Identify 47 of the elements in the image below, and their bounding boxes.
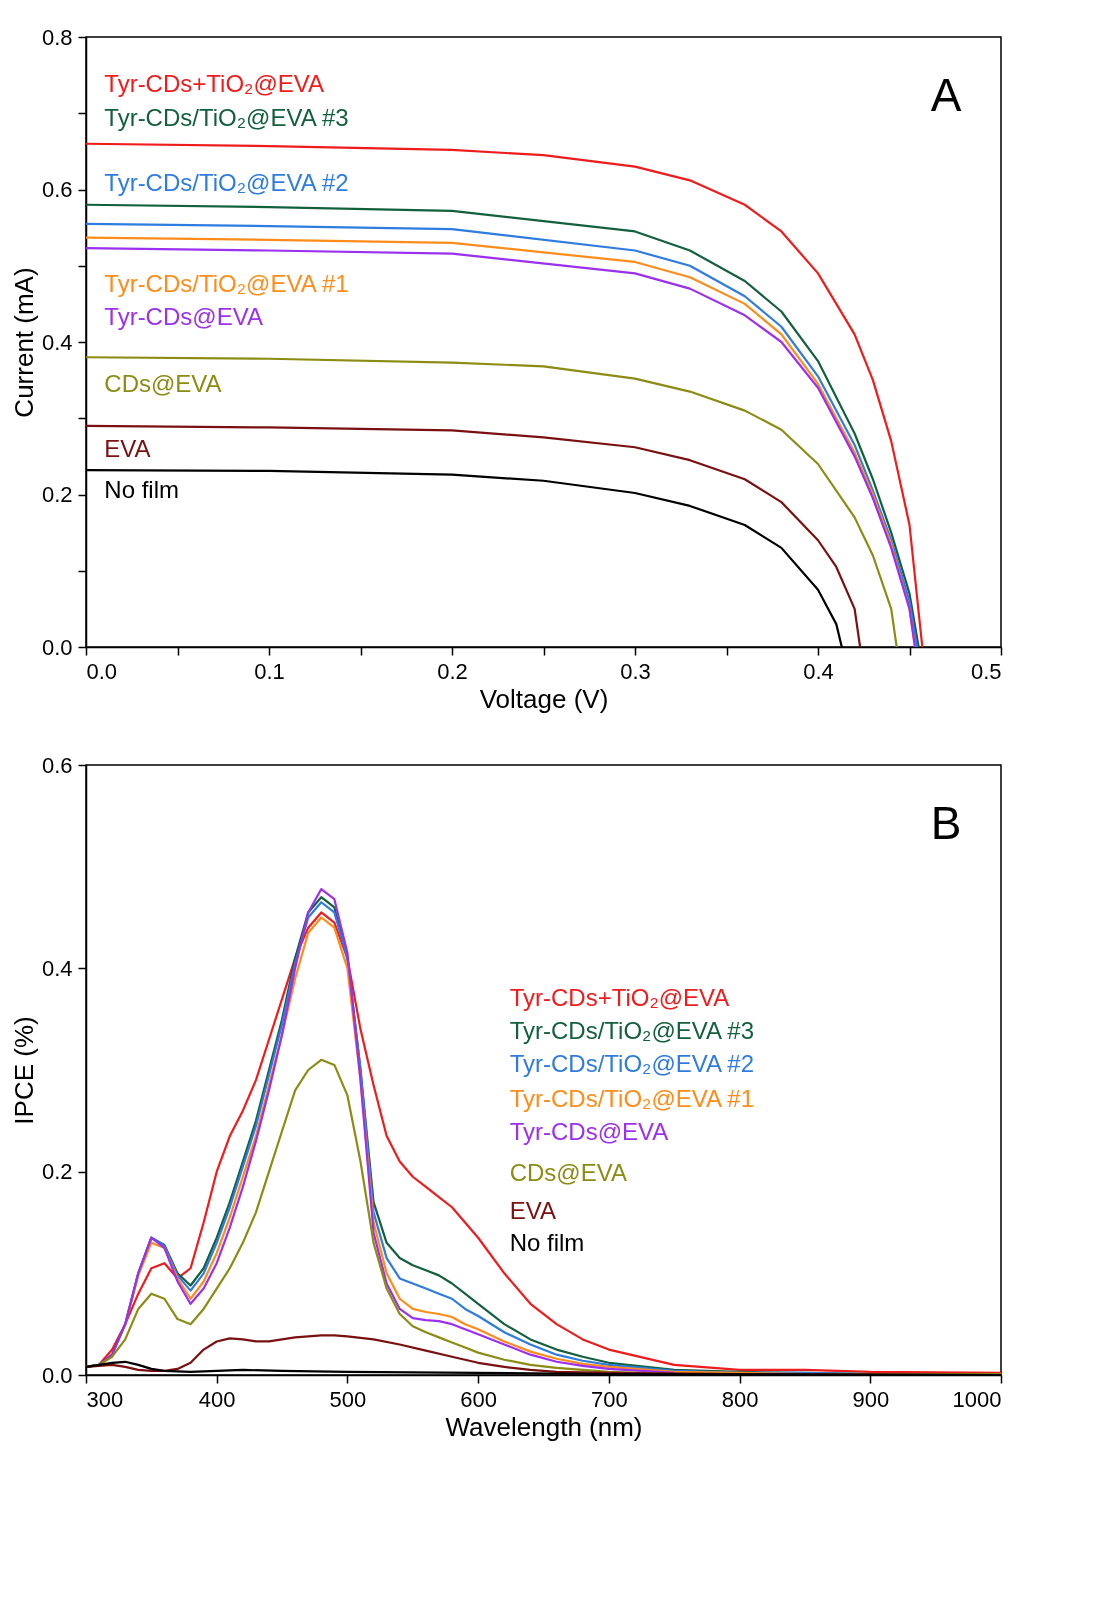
x-tick-label: 0.1 [254, 658, 285, 684]
x-tick-label: 800 [721, 1386, 759, 1412]
x-tick-label: 0.5 [970, 658, 1002, 684]
y-tick-label: 0.8 [41, 24, 73, 50]
x-tick-label: 300 [86, 1386, 124, 1412]
x-tick-label: 900 [852, 1386, 890, 1412]
x-tick-label: 600 [460, 1386, 497, 1412]
series-label: Tyr-CDs/TiO₂@EVA #1 [104, 270, 349, 298]
x-tick-label: 0.4 [803, 658, 834, 684]
text: Tyr-CDs@EVA [104, 303, 263, 331]
y-tick-label: 0.6 [41, 177, 73, 202]
series-label: EVA [104, 434, 151, 462]
y-axis-title: Current (mA) [8, 267, 39, 418]
x-tick-label: 400 [198, 1386, 236, 1412]
y-tick-label: 0.2 [41, 1159, 73, 1185]
x-tick-label: 500 [329, 1386, 367, 1412]
y-tick-label: 0.2 [41, 482, 73, 507]
text: CDs@EVA [509, 1158, 627, 1186]
x-axis-title: Wavelength (nm) [445, 1411, 643, 1442]
series-label: Tyr-CDs+TiO₂@EVA [104, 70, 324, 98]
y-tick-label: 0.0 [41, 1362, 73, 1388]
y-tick-label: 0.6 [41, 752, 73, 778]
line-series [86, 356, 898, 647]
x-tick-label: 0.3 [620, 658, 651, 684]
x-tick-label: 0.2 [437, 658, 468, 684]
x-tick-label: 1000 [952, 1386, 1002, 1412]
y-axis-title: IPCE (%) [8, 1016, 39, 1125]
y-tick-label: 0.0 [41, 634, 73, 660]
text: Tyr-CDs/TiO₂@EVA #2 [509, 1049, 755, 1077]
text: Tyr-CDs/TiO₂@EVA #3 [104, 103, 349, 131]
text: Tyr-CDs@EVA [509, 1117, 669, 1145]
series-label: CDs@EVA [104, 369, 222, 397]
x-tick-label: 700 [591, 1386, 628, 1412]
line-series [86, 424, 862, 647]
y-tick-label: 0.4 [41, 955, 73, 981]
text: EVA [509, 1196, 556, 1224]
x-tick-label: 0.0 [86, 658, 118, 684]
text: Tyr-CDs/TiO₂@EVA #1 [509, 1084, 755, 1112]
series-label: No film [104, 475, 179, 503]
text: Tyr-CDs/TiO₂@EVA #3 [509, 1016, 755, 1044]
annotation: B [930, 797, 962, 849]
text: No film [509, 1229, 585, 1257]
text: Tyr-CDs+TiO₂@EVA [509, 983, 730, 1011]
annotation: A [930, 69, 962, 121]
y-tick-label: 0.4 [41, 329, 73, 355]
x-axis-title: Voltage (V) [479, 683, 609, 714]
series-label: Tyr-CDs/TiO₂@EVA #2 [104, 169, 349, 197]
